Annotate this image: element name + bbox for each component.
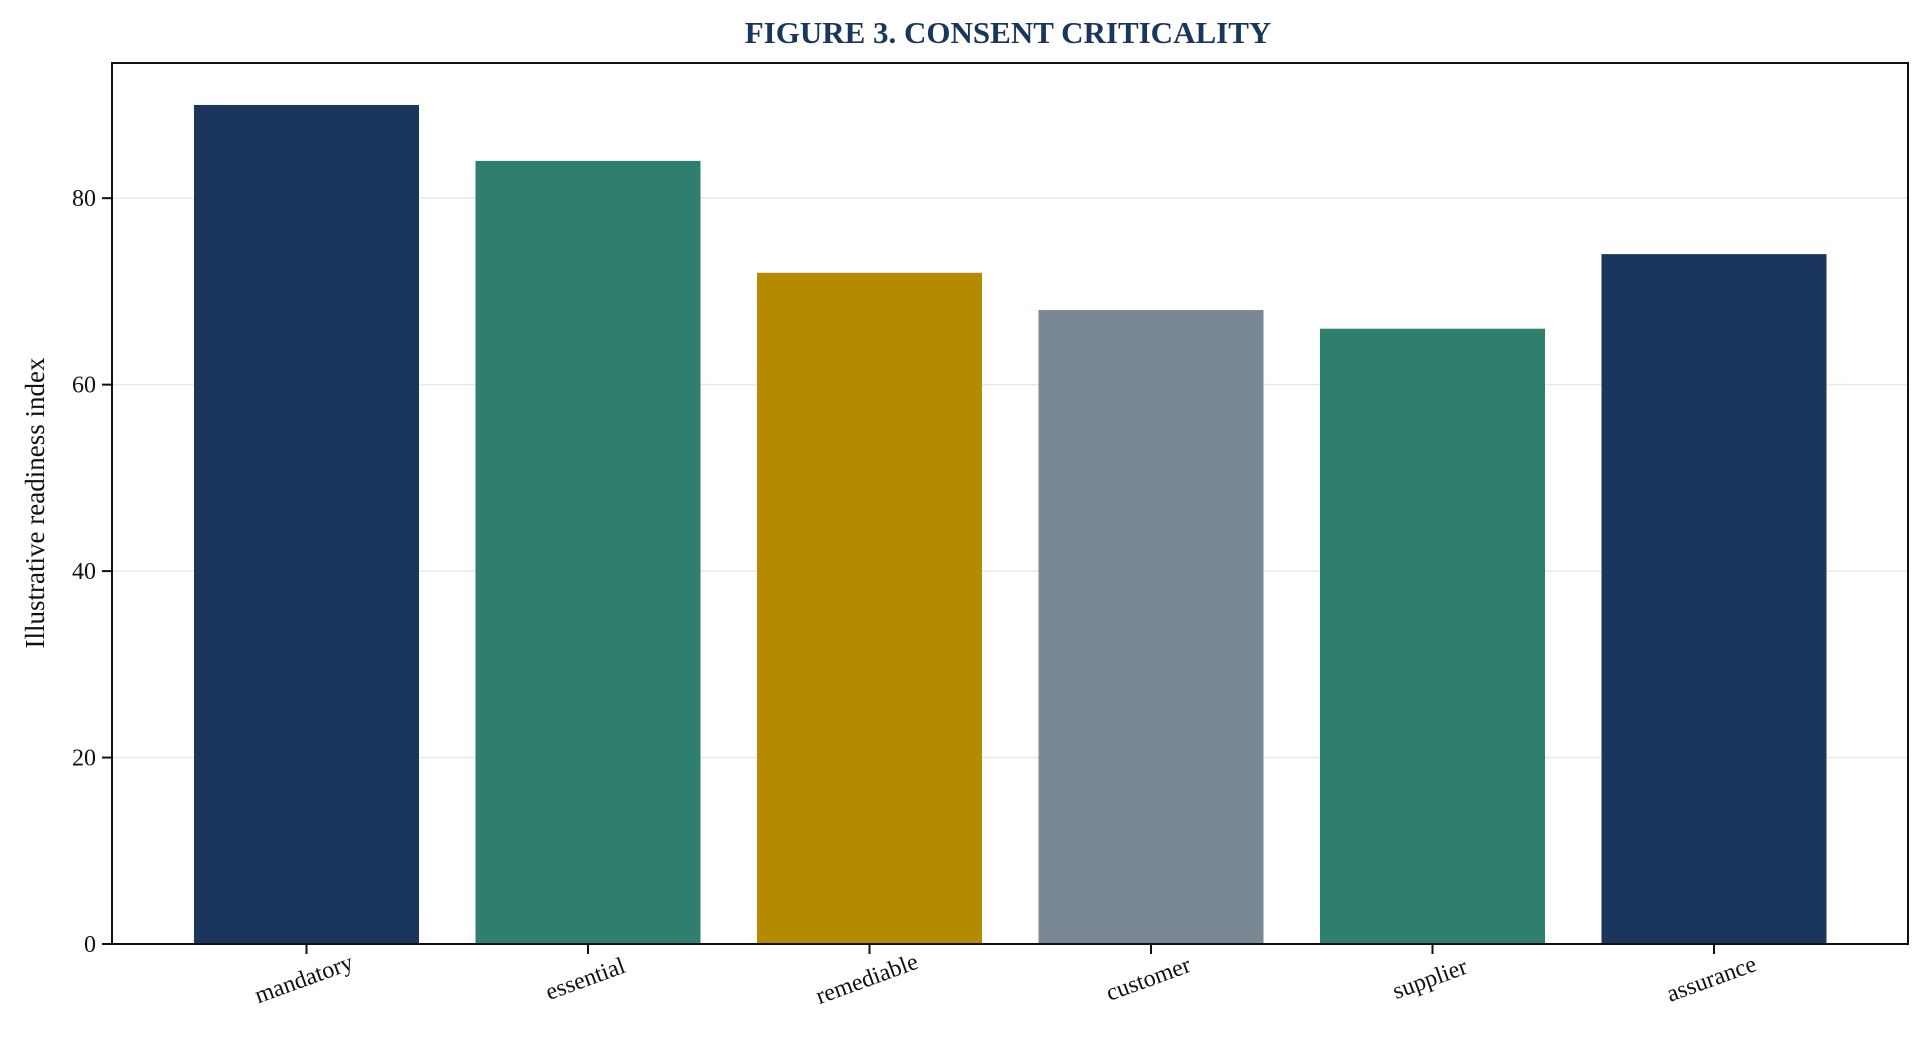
bars [194,104,1827,945]
x-tick-label-assurance: assurance [1663,951,1760,1007]
bar-supplier [1320,328,1545,944]
x-tick-label-remediable: remediable [813,949,922,1010]
x-tick-label-mandatory: mandatory [251,950,356,1010]
plot-frame [111,62,1909,945]
x-axis-ticks: mandatory essential remediable customer supp… [251,944,1760,1010]
bar-essential [475,160,701,944]
bar-assurance [1601,254,1827,945]
y-axis-ticks: 0 20 40 60 80 [72,186,112,958]
x-tick-label-supplier: supplier [1389,954,1471,1005]
y-tick-label: 0 [84,932,96,958]
y-tick-label: 80 [72,186,96,212]
x-tick-label-essential: essential [542,953,629,1006]
bar-remediable [757,272,982,944]
y-axis-label: Illustrative readiness index [20,357,50,648]
bar-customer [1038,310,1264,944]
y-tick-label: 60 [72,373,96,399]
y-tick-label: 20 [72,746,96,772]
x-tick-label-customer: customer [1103,952,1195,1007]
y-tick-label: 40 [72,559,96,585]
bar-mandatory [194,104,419,944]
chart-title: FIGURE 3. CONSENT CRITICALITY [745,15,1272,50]
